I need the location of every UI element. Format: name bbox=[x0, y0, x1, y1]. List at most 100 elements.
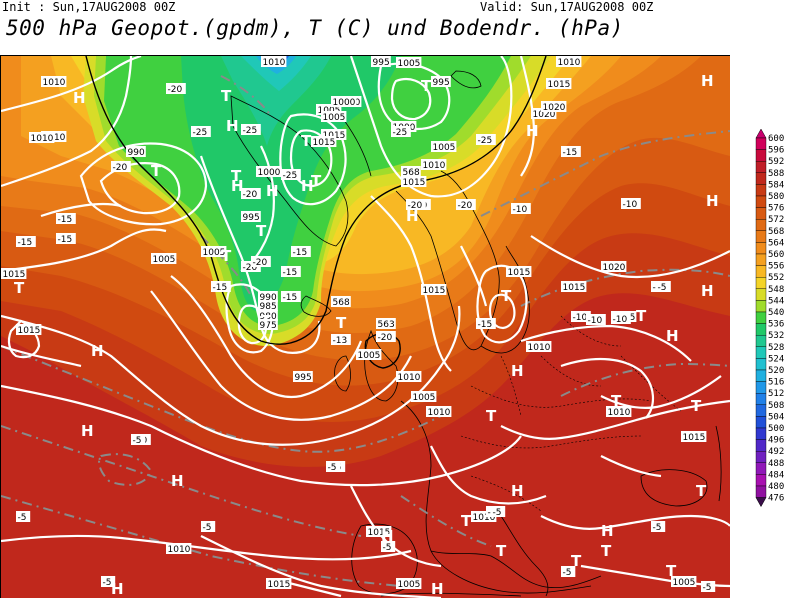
svg-text:975: 975 bbox=[260, 321, 277, 331]
isotherm-label: -25 bbox=[476, 134, 496, 146]
high-pressure-symbol: H bbox=[81, 422, 94, 440]
isotherm-label: -25 bbox=[281, 169, 301, 181]
colorbar-swatch bbox=[755, 369, 767, 382]
isobar-label: 1005 bbox=[411, 391, 437, 403]
isotherm-label: -25 bbox=[241, 124, 261, 136]
colorbar-level-label: 512 bbox=[768, 389, 784, 399]
colorbar-swatch bbox=[755, 439, 767, 452]
isobar-label: 1010 bbox=[471, 511, 497, 523]
fill-528-zone bbox=[241, 56, 311, 91]
svg-text:1010: 1010 bbox=[528, 343, 551, 353]
svg-text:1015: 1015 bbox=[268, 580, 291, 590]
isotherm-label: -20 bbox=[251, 256, 271, 268]
svg-text:-10: -10 bbox=[513, 205, 528, 215]
isobar-label: 1015 bbox=[266, 578, 292, 590]
colorbar-level-label: 548 bbox=[768, 285, 784, 295]
svg-text:1005: 1005 bbox=[413, 393, 436, 403]
colorbar-level-label: 580 bbox=[768, 192, 784, 202]
colorbar-level-label: 596 bbox=[768, 146, 784, 156]
svg-text:-5: -5 bbox=[563, 568, 572, 578]
low-pressure-symbol: T bbox=[571, 552, 582, 570]
isotherm-label: -5 bbox=[201, 521, 216, 533]
colorbar-level-label: 476 bbox=[768, 494, 784, 504]
svg-text:-5: -5 bbox=[383, 543, 392, 553]
svg-text:1020: 1020 bbox=[603, 263, 626, 273]
isotherm-label: -10 bbox=[611, 313, 631, 325]
coast-greenland bbox=[230, 95, 349, 247]
low-pressure-symbol: T bbox=[601, 542, 612, 560]
colorbar-swatch bbox=[755, 381, 767, 394]
svg-text:1005: 1005 bbox=[203, 248, 226, 258]
isotherm-label: -15 bbox=[211, 281, 231, 293]
low-pressure-symbol: T bbox=[14, 279, 25, 297]
isotherm-label: -5 bbox=[101, 576, 116, 588]
high-pressure-symbol: H bbox=[511, 362, 524, 380]
low-pressure-symbol: T bbox=[421, 77, 432, 95]
low-pressure-symbol: T bbox=[636, 307, 647, 325]
isotherm-label: -13 bbox=[331, 334, 351, 346]
colorbar-swatch bbox=[755, 161, 767, 174]
isotherm-label: -15 bbox=[561, 146, 581, 158]
svg-text:1005: 1005 bbox=[358, 351, 381, 361]
isobar-label: 980 bbox=[258, 310, 278, 322]
isotherm-label: -20 bbox=[111, 161, 131, 173]
colorbar-level-label: 524 bbox=[768, 354, 784, 364]
geopotential-label: 568 bbox=[401, 166, 421, 178]
low-pressure-symbol: T bbox=[151, 162, 162, 180]
geopotential-label: 568 bbox=[331, 296, 351, 308]
svg-text:1015: 1015 bbox=[423, 286, 446, 296]
colorbar-swatch bbox=[755, 184, 767, 197]
low-pressure-symbol: T bbox=[696, 482, 707, 500]
colorbar-level-label: 600 bbox=[768, 134, 784, 144]
isobar-label: 1015 bbox=[311, 136, 337, 148]
isotherm-label: -20 bbox=[376, 331, 396, 343]
isotherm-label: -20 bbox=[456, 199, 476, 211]
high-pressure-symbol: H bbox=[231, 177, 244, 195]
svg-text:-15: -15 bbox=[283, 293, 298, 303]
colorbar-level-label: 528 bbox=[768, 343, 784, 353]
isotherm-label: -20 bbox=[166, 83, 186, 95]
svg-text:995: 995 bbox=[243, 213, 260, 223]
svg-text:568: 568 bbox=[333, 298, 350, 308]
isobar-label: 1005 bbox=[396, 57, 422, 69]
geopotential-label: 563 bbox=[376, 318, 396, 330]
colorbar-level-label: 492 bbox=[768, 447, 784, 457]
svg-text:1015: 1015 bbox=[403, 178, 426, 188]
colorbar-swatch bbox=[755, 149, 767, 162]
isobar-label: 1000 bbox=[256, 166, 282, 178]
svg-text:1010: 1010 bbox=[43, 78, 66, 88]
svg-text:-25: -25 bbox=[283, 171, 298, 181]
svg-text:1015: 1015 bbox=[683, 433, 706, 443]
colorbar-level-label: 496 bbox=[768, 436, 784, 446]
svg-text:568: 568 bbox=[403, 168, 420, 178]
high-pressure-symbol: H bbox=[381, 527, 394, 545]
isobar-label: 1015 bbox=[506, 266, 532, 278]
high-pressure-symbol: H bbox=[526, 122, 539, 140]
isotherm-label: -20 bbox=[241, 261, 261, 273]
svg-text:-20: -20 bbox=[113, 163, 128, 173]
isobar-label: 1020 bbox=[601, 261, 627, 273]
isobar-label: 1010 bbox=[261, 56, 287, 68]
high-pressure-symbol: H bbox=[701, 72, 714, 90]
svg-text:995: 995 bbox=[295, 373, 312, 383]
colorbar-level-label: 488 bbox=[768, 459, 784, 469]
isobar-label: 1010 bbox=[166, 543, 192, 555]
svg-text:1000: 1000 bbox=[258, 168, 281, 178]
colorbar-top-arrow bbox=[755, 128, 767, 139]
svg-text:-5: -5 bbox=[658, 283, 667, 293]
svg-text:1015: 1015 bbox=[313, 138, 336, 148]
svg-text:990: 990 bbox=[260, 293, 277, 303]
isobar-label: 990 bbox=[126, 146, 146, 158]
coast-caspian bbox=[715, 425, 722, 502]
isobar-label: 985 bbox=[258, 300, 278, 312]
colorbar-swatch bbox=[755, 276, 767, 289]
svg-text:1020: 1020 bbox=[543, 103, 566, 113]
colorbar-swatch bbox=[755, 207, 767, 220]
svg-text:1015: 1015 bbox=[563, 283, 586, 293]
low-pressure-symbol: T bbox=[261, 312, 272, 330]
pressure-labels: 1010 1010 1010 1010 1015 995 990 1000 1000 995 100… bbox=[1, 56, 707, 590]
svg-text:-10: -10 bbox=[623, 200, 638, 210]
isobar-label: 1010 bbox=[526, 341, 552, 353]
svg-text:-15: -15 bbox=[478, 320, 493, 330]
